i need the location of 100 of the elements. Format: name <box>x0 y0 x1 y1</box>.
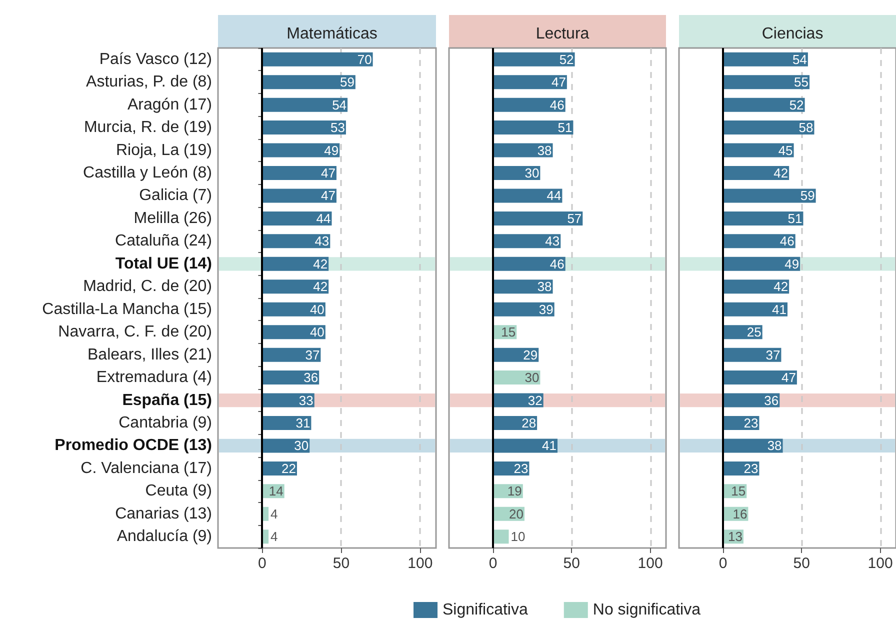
bar <box>262 75 356 90</box>
data-label: 40 <box>310 324 324 340</box>
legend-label: Significativa <box>442 602 528 618</box>
bar <box>723 143 794 158</box>
y-tick-label: Cataluña (24) <box>115 232 212 250</box>
data-label: 53 <box>330 120 345 136</box>
data-label: 15 <box>501 324 516 340</box>
bar <box>723 75 810 90</box>
bar <box>493 75 567 90</box>
data-label: 42 <box>774 279 788 294</box>
data-label: 36 <box>764 392 779 408</box>
y-tick-label: Balears, Illes (21) <box>88 346 212 364</box>
y-tick-label: Murcia, R. de (19) <box>84 119 212 136</box>
data-label: 23 <box>514 460 528 476</box>
data-label: 47 <box>551 74 566 90</box>
data-label: 14 <box>268 484 284 499</box>
data-label: 36 <box>304 370 318 386</box>
y-tick-label: Total UE (14) <box>115 255 212 272</box>
bar <box>262 211 332 226</box>
bar <box>493 98 566 112</box>
bar <box>493 438 558 453</box>
bar <box>723 52 808 66</box>
data-label: 43 <box>314 234 330 249</box>
bar <box>723 120 814 135</box>
data-label: 19 <box>507 484 522 499</box>
bar <box>493 120 574 135</box>
data-label: 59 <box>800 188 815 204</box>
y-tick-label: Madrid, C. de (20) <box>83 278 212 296</box>
data-label: 30 <box>524 370 540 386</box>
x-tick-label: 100 <box>868 555 893 572</box>
y-tick-label: Andalucía (9) <box>116 528 212 546</box>
data-label: 47 <box>321 166 336 180</box>
y-tick-label: España (15) <box>122 392 212 409</box>
y-tick-label: Castilla y León (8) <box>83 164 212 182</box>
data-label: 13 <box>728 529 742 544</box>
y-tick-label: País Vasco (12) <box>99 50 212 68</box>
y-tick-label: Melilla (26) <box>134 210 212 227</box>
data-label: 37 <box>766 347 780 362</box>
y-tick-label: Castilla-La Mancha (15) <box>42 300 212 318</box>
bar <box>262 98 348 112</box>
data-label: 10 <box>510 529 526 544</box>
data-label: 15 <box>731 484 746 499</box>
data-label: 54 <box>332 97 347 112</box>
bar <box>493 143 553 158</box>
data-label: 55 <box>794 74 809 90</box>
data-label: 4 <box>270 529 278 544</box>
bar <box>262 416 312 430</box>
data-label: 23 <box>744 416 758 430</box>
x-tick-label: 0 <box>258 555 266 572</box>
data-label: 38 <box>767 438 782 454</box>
data-label: 54 <box>792 52 807 67</box>
data-label: 38 <box>537 142 552 158</box>
bar <box>493 280 553 294</box>
data-label: 41 <box>542 438 556 454</box>
data-label: 42 <box>774 166 788 180</box>
data-label: 44 <box>546 188 562 204</box>
data-label: 20 <box>509 506 524 522</box>
chart-title: Lectura <box>536 26 590 42</box>
data-label: 70 <box>357 52 372 67</box>
y-tick-label: Galicia (7) <box>139 187 212 204</box>
data-label: 45 <box>778 142 793 158</box>
data-label: 23 <box>744 460 758 476</box>
bar <box>723 348 782 362</box>
data-label: 49 <box>324 142 339 158</box>
data-label: 47 <box>781 370 796 386</box>
data-label: 46 <box>550 97 564 112</box>
data-label: 22 <box>282 460 296 476</box>
bar <box>262 143 340 158</box>
bar <box>493 211 583 226</box>
bar <box>493 234 561 248</box>
y-tick-label: Canarias (13) <box>115 505 212 522</box>
y-tick-label: Promedio OCDE (13) <box>54 437 212 454</box>
data-label: 51 <box>558 120 572 136</box>
bar <box>262 325 326 340</box>
x-tick-label: 0 <box>488 555 498 572</box>
data-label: 46 <box>550 256 564 272</box>
bar <box>723 166 790 180</box>
bar <box>262 166 336 180</box>
bar <box>723 211 804 226</box>
y-tick-label: Extremadura (4) <box>96 369 212 386</box>
bar <box>262 256 329 271</box>
bar <box>723 302 788 316</box>
data-label: 31 <box>296 416 310 430</box>
data-label: 25 <box>746 324 762 340</box>
data-label: 37 <box>305 347 320 362</box>
data-label: 44 <box>316 210 331 226</box>
y-tick-label: Asturias, P. de (8) <box>86 74 212 91</box>
x-tick-label: 50 <box>563 555 580 572</box>
bar <box>723 188 816 203</box>
y-tick-label: Ceuta (9) <box>145 482 212 500</box>
data-label: 30 <box>294 438 309 454</box>
bar <box>262 370 320 385</box>
data-label: 46 <box>780 234 794 249</box>
bar <box>493 188 562 203</box>
data-label: 49 <box>784 256 800 272</box>
bar <box>723 98 805 112</box>
bar <box>493 52 575 66</box>
bar <box>723 234 796 248</box>
y-tick-label: C. Valenciana (17) <box>80 460 212 477</box>
data-label: 42 <box>313 279 328 294</box>
